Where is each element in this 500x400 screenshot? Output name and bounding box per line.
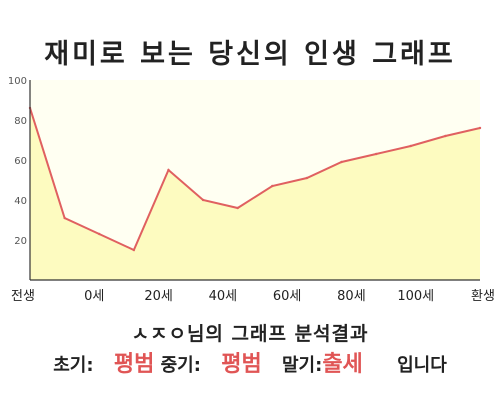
chart-title: 재미로 보는 당신의 인생 그래프 bbox=[44, 39, 456, 70]
middle-value: 평범 bbox=[221, 352, 262, 377]
y-tick-label: 60 bbox=[14, 156, 27, 167]
data-point bbox=[98, 232, 101, 236]
y-tick-label: 100 bbox=[8, 76, 27, 87]
x-tick-label: 0세 bbox=[84, 289, 104, 304]
data-point bbox=[63, 216, 66, 220]
y-tick-label: 20 bbox=[14, 236, 27, 247]
x-tick-label: 전생 bbox=[11, 289, 35, 304]
data-point bbox=[305, 176, 309, 180]
early-label: 초기: bbox=[53, 355, 94, 376]
y-tick-label: 40 bbox=[14, 196, 27, 207]
data-point bbox=[340, 160, 343, 164]
result-ending: 입니다 bbox=[397, 355, 447, 376]
series-line bbox=[29, 107, 481, 252]
data-point bbox=[374, 152, 378, 156]
x-tick-label: 환생 bbox=[471, 289, 495, 304]
x-tick-label: 100세 bbox=[397, 289, 434, 304]
data-point bbox=[132, 248, 136, 252]
y-tick-label: 80 bbox=[14, 116, 27, 127]
data-point bbox=[444, 134, 447, 138]
x-tick-label: 40세 bbox=[209, 289, 238, 304]
late-value: 출세 bbox=[322, 352, 363, 377]
data-point bbox=[409, 144, 412, 148]
data-point bbox=[201, 198, 205, 202]
area-fill bbox=[30, 108, 480, 280]
data-point bbox=[478, 126, 482, 130]
life-graph-chart: 20 40 60 80 100 전생 0세 20세 40세 60세 80세 100세 환생 bbox=[8, 76, 495, 304]
data-point bbox=[271, 184, 274, 188]
late-label: 말기: bbox=[281, 355, 323, 376]
middle-label: 중기: bbox=[160, 355, 201, 376]
early-value: 평범 bbox=[113, 352, 155, 377]
data-point bbox=[167, 168, 170, 172]
analysis-result: 초기: 평범 중기: 평범 말기:출세 입니다 bbox=[0, 346, 500, 378]
x-tick-label: 80세 bbox=[337, 289, 366, 304]
data-point bbox=[236, 206, 239, 210]
x-tick-label: 60세 bbox=[273, 289, 302, 304]
x-tick-label: 20세 bbox=[144, 289, 173, 304]
analysis-summary: ㅅㅈㅇ님의 그래프 분석결과 bbox=[131, 323, 369, 345]
